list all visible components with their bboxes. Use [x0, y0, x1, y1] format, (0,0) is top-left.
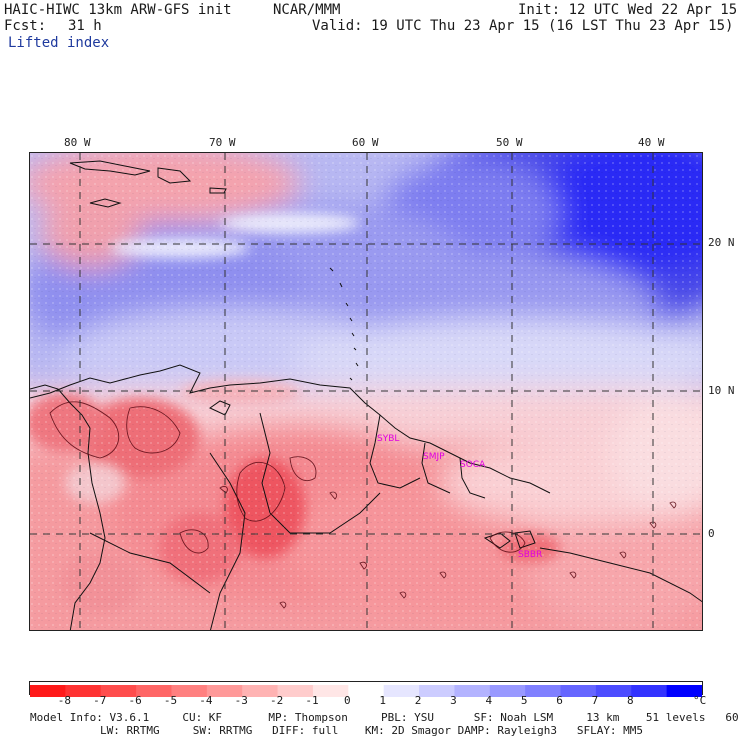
colorbar-tick-label: 5: [520, 694, 528, 707]
colorbar-swatch: [312, 685, 349, 697]
colorbar-tick-label: 7: [591, 694, 599, 707]
graticule: [30, 153, 702, 630]
lon-label: 80 W: [64, 136, 91, 149]
contours: [49, 401, 677, 609]
colorbar-tick-label: -7: [93, 694, 107, 707]
colorbar-swatch: [489, 685, 526, 697]
lifted-index-map: SYBL SMJP SOCA SBBR: [29, 152, 703, 631]
station-label: SOCA: [460, 460, 486, 470]
colorbar-tick-label: 4: [485, 694, 493, 707]
colorbar-swatch: [631, 685, 668, 697]
colorbar-swatch: [277, 685, 314, 697]
station-label: SYBL: [377, 434, 399, 444]
colorbar: [29, 681, 703, 697]
map-canvas: SYBL SMJP SOCA SBBR: [30, 153, 702, 630]
colorbar-tick-label: 8: [626, 694, 634, 707]
lon-label: 50 W: [496, 136, 523, 149]
lon-label: 40 W: [638, 136, 665, 149]
colorbar-swatch: [30, 685, 66, 697]
colorbar-swatch: [560, 685, 597, 697]
colorbar-tick-label: -6: [128, 694, 142, 707]
colorbar-swatch: [595, 685, 632, 697]
colorbar-tick-label: 6: [556, 694, 563, 707]
colorbar-swatch: [525, 685, 562, 697]
colorbar-swatch: [348, 685, 385, 697]
colorbar-tick-label: 1: [379, 694, 386, 707]
field-name: Lifted index: [8, 35, 110, 51]
model-info-line1: Model Info: V3.6.1 CU: KF MP: Thompson P…: [30, 711, 740, 724]
colorbar-tick-label: -3: [234, 694, 248, 707]
forecast-label: Fcst:: [4, 18, 47, 34]
model-title: HAIC-HIWC 13km ARW-GFS init: [4, 2, 232, 18]
colorbar-swatches: [30, 685, 703, 697]
valid-time: Valid: 19 UTC Thu 23 Apr 15 (16 LST Thu …: [312, 18, 734, 34]
coastlines: [30, 160, 702, 630]
colorbar-tick-label: -2: [269, 694, 284, 707]
lat-label: 20 N: [708, 236, 735, 249]
colorbar-swatch: [206, 685, 243, 697]
lat-label: 0: [708, 527, 715, 540]
colorbar-swatch: [454, 685, 491, 697]
colorbar-tick-label: -5: [163, 694, 178, 707]
center-name: NCAR/MMM: [273, 2, 341, 18]
forecast-hours: 31 h: [68, 18, 102, 34]
colorbar-swatch: [666, 685, 703, 697]
lon-label: 60 W: [352, 136, 379, 149]
colorbar-swatch: [100, 685, 137, 697]
colorbar-tick-label: -4: [199, 694, 213, 707]
colorbar-tick-label: -1: [305, 694, 319, 707]
model-info-line2: LW: RRTMG SW: RRTMG DIFF: full KM: 2D Sm…: [100, 724, 644, 737]
colorbar-tick-label: 3: [450, 694, 457, 707]
colorbar-tick-label: -8: [57, 694, 72, 707]
colorbar-swatch: [65, 685, 102, 697]
colorbar-tick-label: 0: [344, 694, 351, 707]
station-label: SMJP: [423, 452, 445, 462]
colorbar-swatch: [242, 685, 279, 697]
colorbar-tick-label: 2: [414, 694, 422, 707]
colorbar-swatch: [383, 685, 420, 697]
colorbar-unit: °C: [693, 694, 707, 707]
lon-label: 70 W: [209, 136, 236, 149]
init-time: Init: 12 UTC Wed 22 Apr 15: [518, 2, 738, 18]
colorbar-swatch: [136, 685, 172, 697]
station-label: SBBR: [518, 550, 542, 560]
colorbar-swatch: [419, 685, 455, 697]
colorbar-swatch: [171, 685, 208, 697]
lat-label: 10 N: [708, 384, 735, 397]
